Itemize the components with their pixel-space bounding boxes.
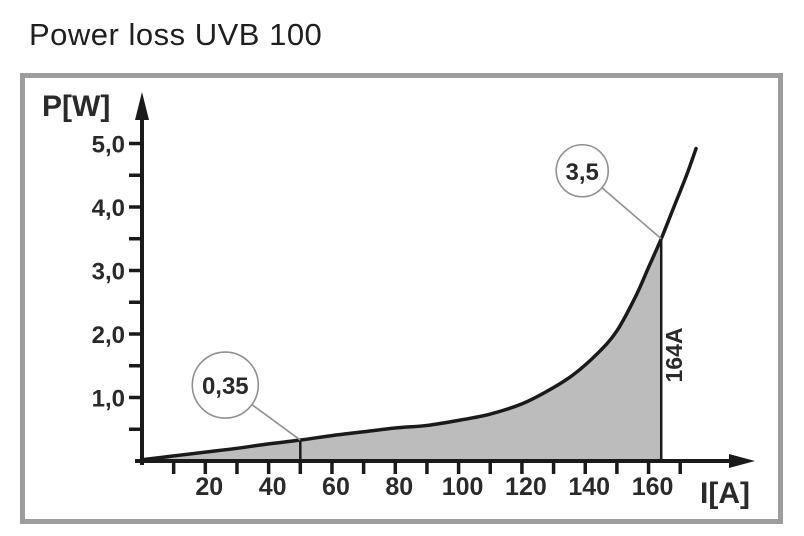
cutoff-label: 164A — [661, 328, 687, 383]
callout-bubble — [555, 143, 610, 198]
x-tick-label: 40 — [259, 473, 287, 501]
x-tick-label: 120 — [505, 473, 547, 501]
x-axis-arrow — [729, 454, 755, 468]
callout-bubble — [191, 351, 260, 419]
x-tick-label: 80 — [385, 473, 413, 501]
power-loss-curve — [140, 146, 698, 462]
y-tick-label: 4,0 — [92, 195, 125, 222]
y-tick-label: 3,0 — [92, 259, 125, 286]
x-tick-label: 20 — [195, 473, 223, 501]
x-tick-label: 60 — [322, 473, 350, 501]
y-axis-arrow — [135, 92, 149, 120]
power-loss-chart: 20 40 60 80 100 120 140 160 1,0 2,0 3,0 4,0 5,0 P[W] I… — [42, 90, 755, 510]
y-tick-label: 5,0 — [92, 132, 125, 159]
x-tick-label: 160 — [632, 473, 674, 501]
callout-label: 0,35 — [202, 373, 249, 400]
callout-leader — [251, 403, 301, 441]
y-tick-label: 1,0 — [92, 386, 125, 413]
chart-frame: 20 40 60 80 100 120 140 160 1,0 2,0 3,0 4,0 5,0 P[W] I… — [20, 73, 783, 524]
shaded-area — [142, 238, 662, 461]
callout-label: 3,5 — [566, 159, 599, 186]
callout-leader — [601, 187, 662, 240]
page-title: Power loss UVB 100 — [29, 17, 323, 52]
y-axis-title: P[W] — [42, 90, 110, 123]
x-tick-label: 100 — [442, 473, 484, 501]
x-axis-title: I[A] — [700, 477, 750, 510]
y-tick-label: 2,0 — [92, 322, 125, 349]
x-tick-label: 140 — [568, 473, 610, 501]
